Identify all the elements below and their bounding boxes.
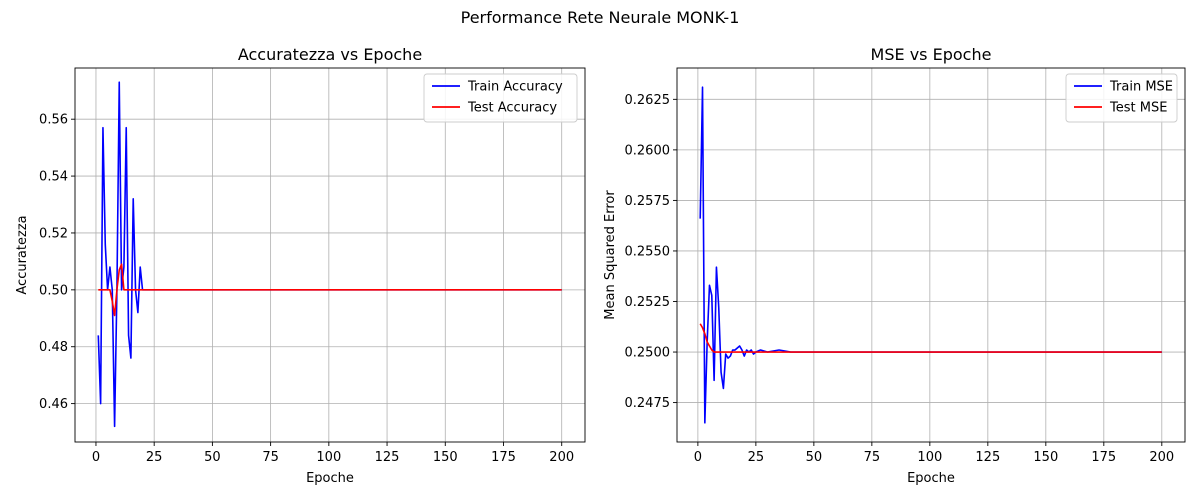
mse-xtick-label: 75	[864, 450, 881, 465]
accuracy-ytick-label: 0.50	[39, 283, 68, 298]
accuracy-xtick-label: 25	[146, 450, 163, 465]
accuracy-xtick-label: 75	[262, 450, 279, 465]
accuracy-legend-box	[423, 73, 578, 123]
accuracy-ylabel: Accuratezza	[15, 215, 30, 294]
mse-xtick-label: 100	[917, 450, 942, 465]
accuracy-legend-label-0: Train Accuracy	[467, 80, 563, 95]
accuracy-series-1-line	[98, 263, 562, 317]
accuracy-xtick-label: 125	[375, 450, 400, 465]
accuracy-legend-label-1: Test Accuracy	[467, 101, 557, 116]
accuracy-ytick-label: 0.54	[39, 170, 68, 185]
mse-ytick-label: 0.2500	[625, 346, 671, 361]
mse-xtick-label: 200	[1149, 450, 1174, 465]
mse-chart: 0 25 50 75 100 125 150 175 200 0.2475 0.2500 0.2525…	[603, 45, 1186, 486]
accuracy-legend: Train Accuracy Test Accuracy	[423, 73, 578, 123]
accuracy-ytick-label: 0.46	[39, 397, 68, 412]
mse-xtick-label: 150	[1033, 450, 1058, 465]
mse-ytick-label: 0.2575	[625, 194, 671, 209]
mse-ytick-label: 0.2550	[625, 244, 671, 259]
accuracy-ytick-label: 0.52	[39, 226, 68, 241]
mse-xtick-label: 0	[694, 450, 702, 465]
mse-legend: Train MSE Test MSE	[1065, 73, 1178, 123]
accuracy-xlabel: Epoche	[306, 471, 354, 486]
mse-legend-label-0: Train MSE	[1109, 80, 1173, 95]
accuracy-ytick-label: 0.56	[39, 113, 68, 128]
mse-ytick-label: 0.2475	[625, 396, 671, 411]
mse-axes-frame	[676, 67, 1186, 443]
accuracy-xtick-label: 0	[92, 450, 100, 465]
accuracy-xtick-label: 175	[491, 450, 516, 465]
mse-series-1-line	[699, 323, 1162, 353]
accuracy-ytick-label: 0.48	[39, 340, 68, 355]
accuracy-xtick-label: 50	[204, 450, 221, 465]
mse-xtick-label: 50	[806, 450, 823, 465]
accuracy-xtick-label: 100	[316, 450, 341, 465]
accuracy-title: Accuratezza vs Epoche	[238, 45, 422, 64]
mse-xtick-label: 25	[748, 450, 765, 465]
mse-legend-label-1: Test MSE	[1109, 101, 1167, 116]
accuracy-xtick-label: 150	[433, 450, 458, 465]
mse-series-0-line	[699, 86, 1162, 424]
mse-title: MSE vs Epoche	[871, 45, 992, 64]
mse-xlabel: Epoche	[907, 471, 955, 486]
accuracy-series-0-line	[97, 81, 562, 428]
accuracy-xtick-label: 200	[549, 450, 574, 465]
accuracy-axes-frame	[74, 67, 586, 443]
accuracy-chart: 0 25 50 75 100 125 150 175 200 0.46 0.48 0.50 0.52 0.…	[15, 45, 586, 486]
mse-ylabel: Mean Squared Error	[603, 190, 618, 320]
mse-grid	[677, 68, 1185, 442]
mse-xtick-label: 125	[975, 450, 1000, 465]
mse-ytick-label: 0.2525	[625, 295, 671, 310]
mse-xtick-label: 175	[1091, 450, 1116, 465]
mse-ytick-label: 0.2625	[625, 93, 671, 108]
accuracy-grid	[75, 68, 585, 442]
figure-suptitle: Performance Rete Neurale MONK-1	[460, 8, 740, 27]
mse-ytick-label: 0.2600	[625, 143, 671, 158]
